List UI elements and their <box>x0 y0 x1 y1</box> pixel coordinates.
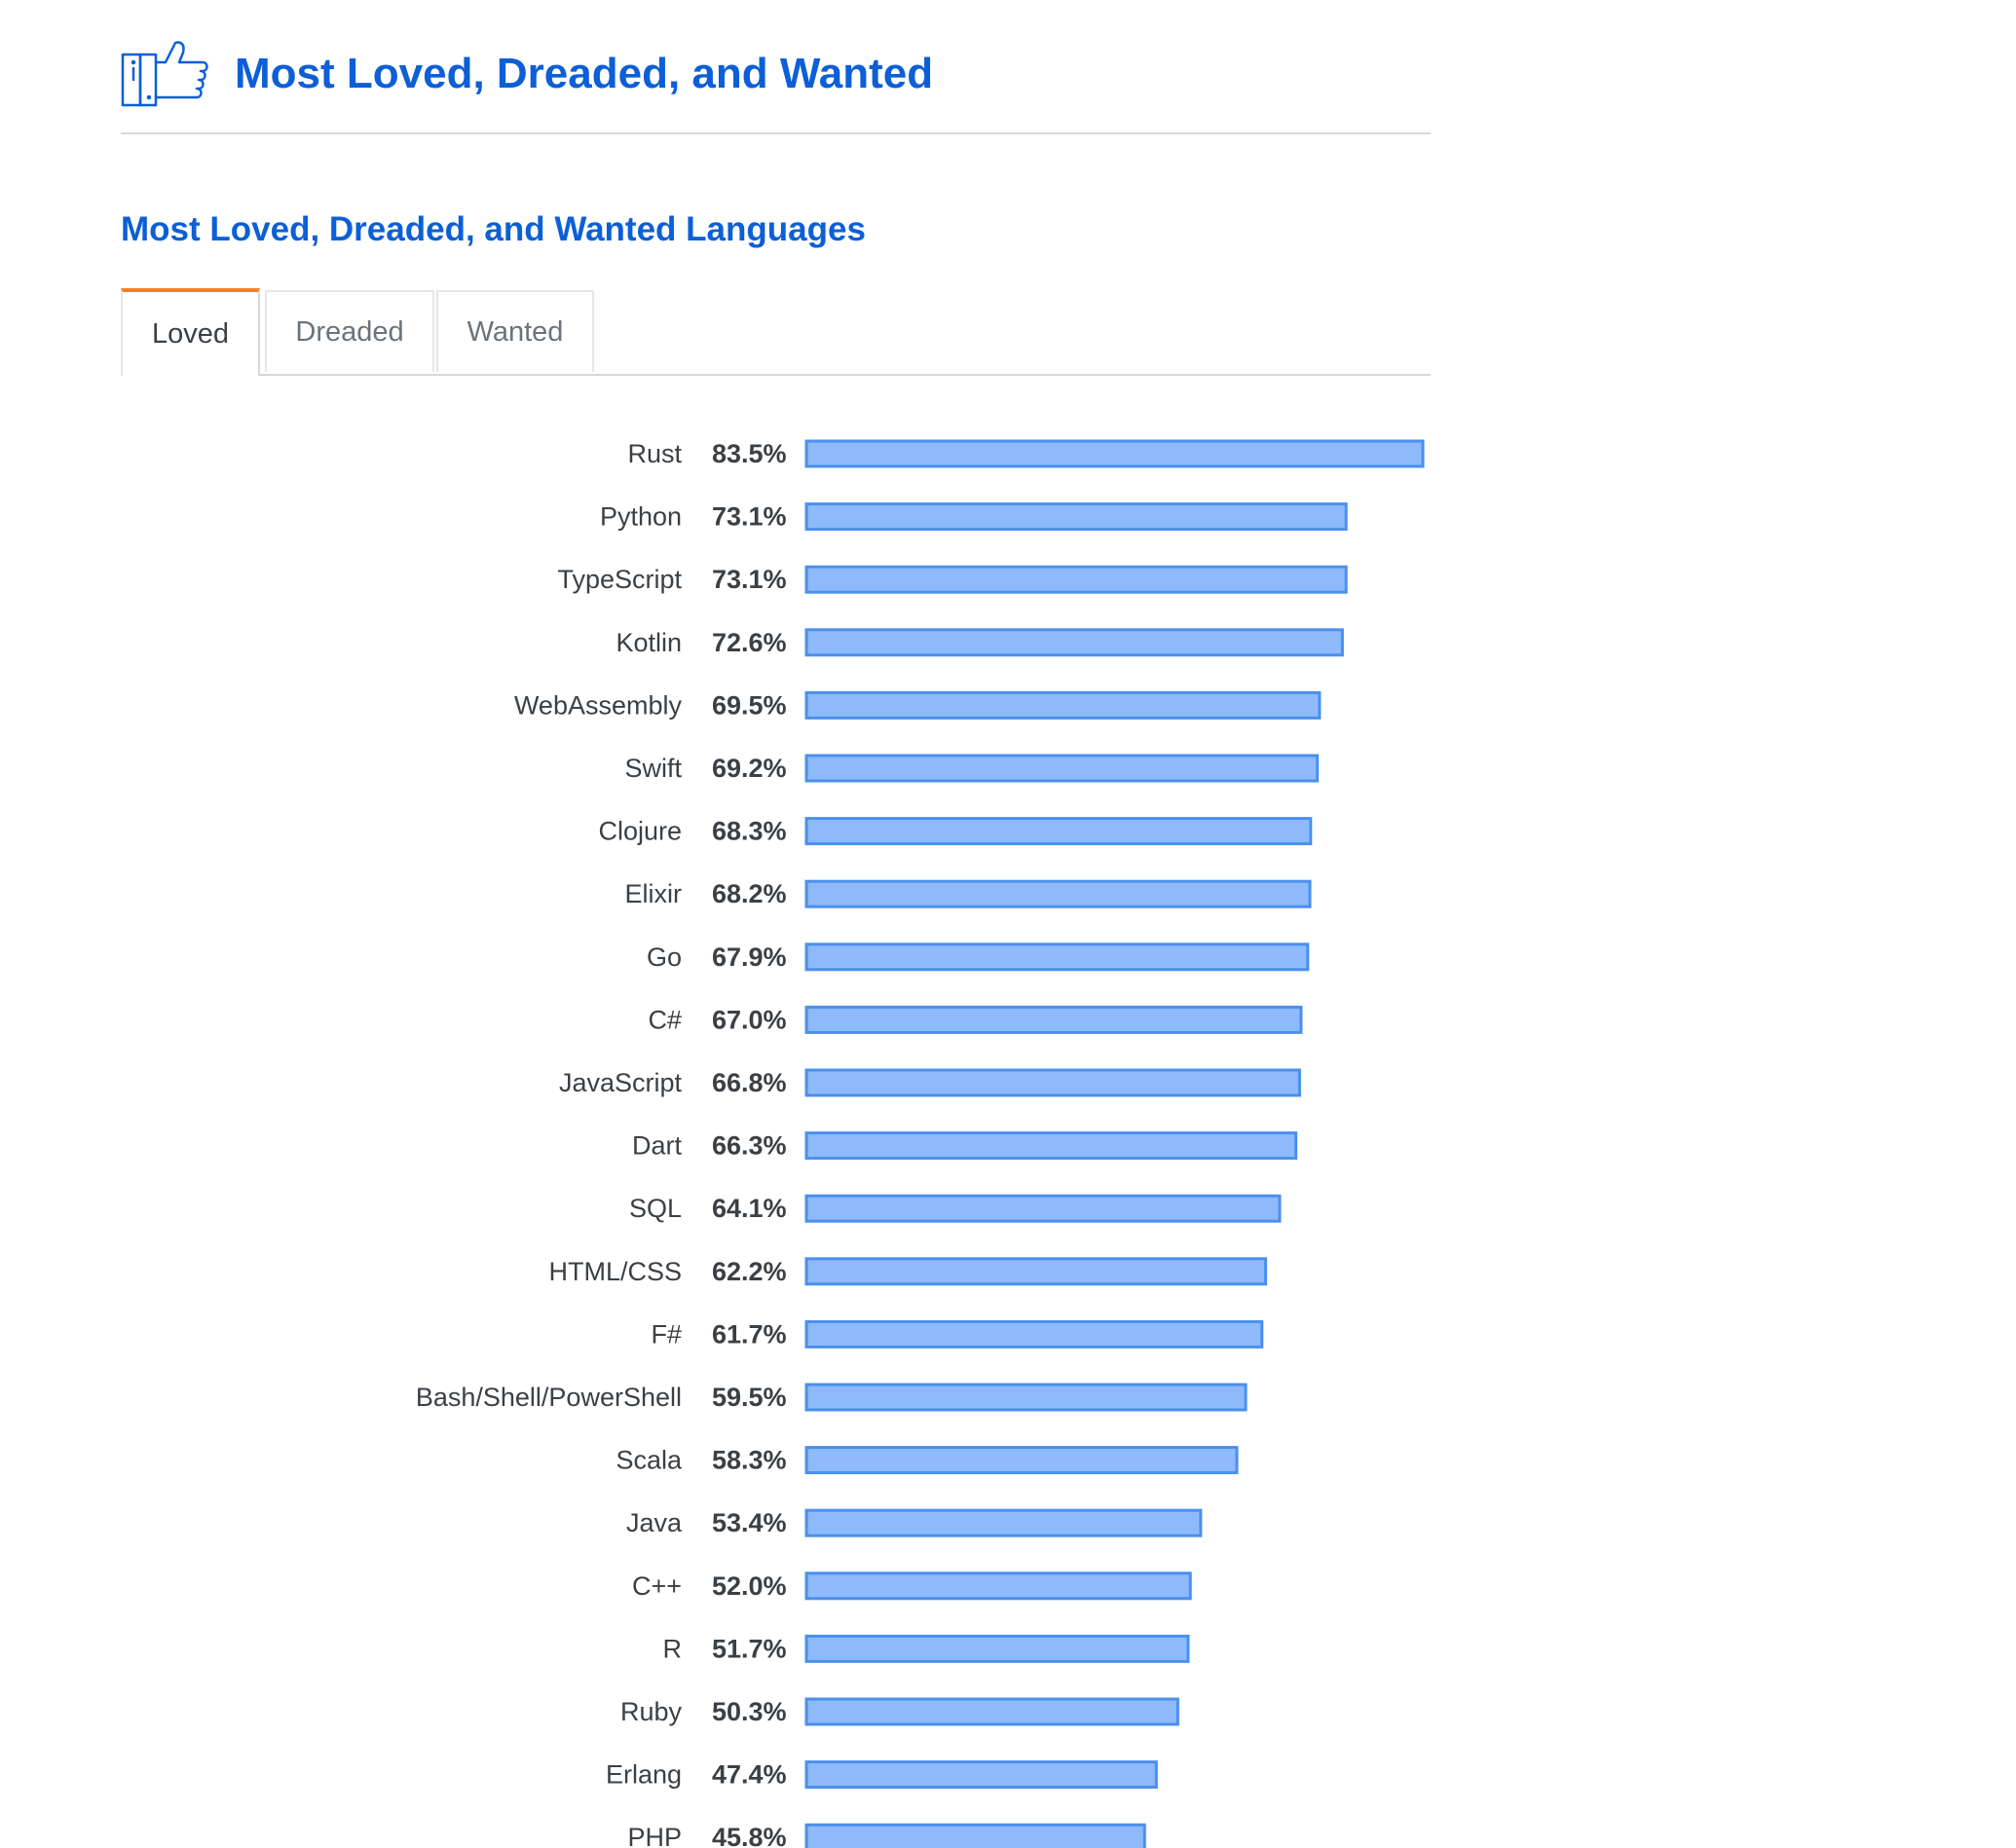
category-label: Python <box>600 502 682 532</box>
tab-bar: Loved Dreaded Wanted <box>121 288 1431 376</box>
section-header: Most Loved, Dreaded, and Wanted <box>121 35 1431 134</box>
category-label: HTML/CSS <box>548 1257 682 1286</box>
bar-r <box>804 1634 1190 1663</box>
category-label: Swift <box>624 754 682 783</box>
category-label: Elixir <box>625 879 683 908</box>
category-label: Rust <box>627 439 682 468</box>
bar-html-css <box>804 1257 1268 1286</box>
bar-c- <box>804 1571 1192 1601</box>
bar-typescript <box>804 565 1348 594</box>
category-label: C++ <box>632 1571 682 1601</box>
bar-javascript <box>804 1068 1301 1097</box>
value-label: 58.3% <box>712 1446 787 1475</box>
value-label: 83.5% <box>712 439 787 468</box>
value-label: 62.2% <box>712 1257 787 1286</box>
value-label: 68.3% <box>712 817 787 846</box>
value-label: 52.0% <box>712 1571 787 1601</box>
category-label: Bash/Shell/PowerShell <box>416 1383 682 1412</box>
bar-scala <box>804 1446 1239 1475</box>
value-label: 64.1% <box>712 1194 787 1223</box>
value-label: 53.4% <box>712 1508 787 1537</box>
bar-clojure <box>804 817 1313 846</box>
category-label: PHP <box>627 1823 682 1848</box>
bar-dart <box>804 1131 1298 1161</box>
value-label: 59.5% <box>712 1383 787 1412</box>
bar-java <box>804 1508 1203 1537</box>
section-title: Most Loved, Dreaded, and Wanted <box>235 50 934 97</box>
value-label: 66.8% <box>712 1068 787 1097</box>
value-label: 50.3% <box>712 1697 787 1726</box>
tab-wanted[interactable]: Wanted <box>436 290 594 372</box>
bar-python <box>804 502 1348 532</box>
bar-chart: Rust 83.5% Python 73.1% TypeScript 73.1% Kotli… <box>416 439 1425 1848</box>
bar-elixir <box>804 879 1312 908</box>
bar-bash-shell-powershell <box>804 1383 1248 1412</box>
value-label: 67.9% <box>712 942 787 972</box>
value-label: 45.8% <box>712 1823 787 1848</box>
value-label: 66.3% <box>712 1131 787 1161</box>
bar-kotlin <box>804 628 1344 657</box>
bar-c- <box>804 1005 1303 1034</box>
value-label: 47.4% <box>712 1760 787 1790</box>
category-label: WebAssembly <box>514 690 683 720</box>
bar-go <box>804 942 1310 972</box>
category-label: TypeScript <box>557 565 682 594</box>
category-label: SQL <box>629 1194 682 1223</box>
value-label: 69.5% <box>712 690 787 720</box>
bar-sql <box>804 1194 1282 1223</box>
value-label: 67.0% <box>712 1005 787 1034</box>
value-label: 72.6% <box>712 628 787 657</box>
bar-php <box>804 1823 1146 1848</box>
tab-dreaded[interactable]: Dreaded <box>265 290 434 372</box>
category-label: Ruby <box>620 1697 683 1726</box>
value-label: 73.1% <box>712 502 787 532</box>
value-label: 69.2% <box>712 754 787 783</box>
category-label: Scala <box>616 1446 683 1475</box>
thumbs-up-icon <box>121 41 208 107</box>
category-label: Kotlin <box>616 628 682 657</box>
bar-swift <box>804 754 1320 783</box>
value-label: 68.2% <box>712 879 787 908</box>
bar-webassembly <box>804 690 1322 720</box>
category-label: F# <box>651 1319 682 1349</box>
value-label: 73.1% <box>712 565 787 594</box>
category-label: Go <box>647 942 682 972</box>
category-label: C# <box>648 1005 682 1034</box>
bar-erlang <box>804 1760 1158 1790</box>
category-label: R <box>663 1634 683 1663</box>
category-label: Dart <box>632 1131 683 1161</box>
value-label: 51.7% <box>712 1634 787 1663</box>
tab-loved[interactable]: Loved <box>121 288 260 376</box>
chart-title: Most Loved, Dreaded, and Wanted Language… <box>121 210 866 248</box>
category-label: Erlang <box>606 1760 682 1790</box>
category-label: Java <box>626 1508 683 1537</box>
value-label: 61.7% <box>712 1319 787 1349</box>
category-label: Clojure <box>598 817 682 846</box>
bar-ruby <box>804 1697 1179 1726</box>
bar-rust <box>804 439 1425 468</box>
bar-f- <box>804 1319 1264 1349</box>
category-label: JavaScript <box>559 1068 683 1097</box>
